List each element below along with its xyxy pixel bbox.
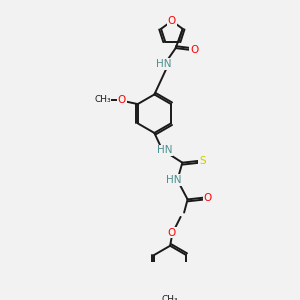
Text: O: O [190, 45, 198, 55]
Text: O: O [168, 16, 176, 26]
Text: S: S [199, 156, 206, 166]
Text: HN: HN [157, 146, 172, 155]
Text: CH₃: CH₃ [94, 95, 111, 104]
Text: O: O [118, 95, 126, 105]
Text: O: O [204, 193, 212, 203]
Text: HN: HN [166, 175, 182, 185]
Text: HN: HN [156, 59, 171, 69]
Text: CH₃: CH₃ [162, 296, 178, 300]
Text: O: O [168, 228, 176, 238]
